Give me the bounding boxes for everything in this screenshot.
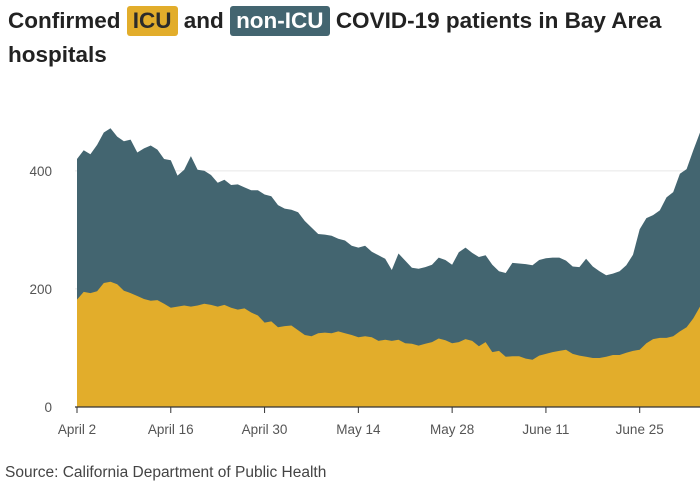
x-tick-label-28: April 30	[242, 422, 288, 437]
x-tick-label-0: April 2	[58, 422, 96, 437]
axis-layer: 0 200 400 April 2 April 16 April 30 May 14 May …	[29, 164, 700, 437]
source-note: Source: California Department of Public …	[5, 464, 327, 481]
y-tick-label-400: 400	[29, 164, 52, 179]
x-tick-label-42: May 14	[336, 422, 381, 437]
x-tick-label-56: May 28	[430, 422, 474, 437]
stacked-area-chart: 0 200 400 April 2 April 16 April 30 May 14 May …	[29, 128, 700, 437]
icu-legend-pill: ICU	[126, 6, 178, 36]
chart-title: Confirmed ICU and non-ICU COVID-19 patie…	[8, 4, 698, 72]
area-layer	[77, 128, 700, 408]
title-part-1: Confirmed	[8, 8, 121, 33]
x-tick-label-70: June 11	[522, 422, 569, 437]
title-part-3: COVID-19 patients in Bay Area hospitals	[8, 8, 662, 67]
icu-area	[77, 281, 700, 407]
title-part-2: and	[183, 8, 224, 33]
x-tick-label-14: April 16	[148, 422, 194, 437]
y-tick-label-200: 200	[29, 282, 52, 297]
x-tick-label-84: June 25	[616, 422, 664, 437]
y-tick-label-0: 0	[44, 400, 52, 415]
nonicu-legend-pill: non-ICU	[230, 6, 330, 36]
